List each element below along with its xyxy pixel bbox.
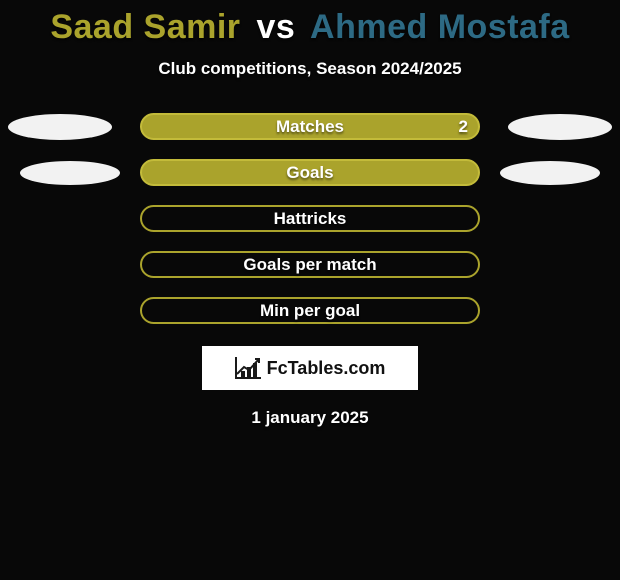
stat-row: Goals [0, 159, 620, 186]
logo-chart-icon [235, 357, 261, 379]
stat-label: Goals [286, 163, 333, 183]
logo-text: FcTables.com [267, 358, 386, 379]
stat-label: Hattricks [274, 209, 347, 229]
stat-label: Min per goal [260, 301, 360, 321]
stat-label: Goals per match [243, 255, 376, 275]
stat-row: Min per goal [0, 297, 620, 324]
stat-rows: Matches 2 Goals Hattricks Goals per match Min… [0, 113, 620, 324]
stat-pill: Goals per match [140, 251, 480, 278]
title-player2: Ahmed Mostafa [310, 8, 570, 46]
side-ellipse-right [500, 161, 600, 185]
side-ellipse-right [508, 114, 612, 140]
subtitle: Club competitions, Season 2024/2025 [0, 59, 620, 79]
stat-row: Hattricks [0, 205, 620, 232]
stat-value: 2 [459, 117, 468, 137]
footer-date: 1 january 2025 [0, 408, 620, 428]
stat-pill: Matches 2 [140, 113, 480, 140]
page-title: Saad Samir vs Ahmed Mostafa [0, 0, 620, 47]
stat-row: Matches 2 [0, 113, 620, 140]
title-player1: Saad Samir [50, 8, 240, 46]
stat-pill: Goals [140, 159, 480, 186]
stat-pill: Min per goal [140, 297, 480, 324]
side-ellipse-left [20, 161, 120, 185]
stat-label: Matches [276, 117, 344, 137]
stat-row: Goals per match [0, 251, 620, 278]
title-vs: vs [257, 8, 296, 46]
fctables-logo: FcTables.com [202, 346, 418, 390]
side-ellipse-left [8, 114, 112, 140]
stat-pill: Hattricks [140, 205, 480, 232]
